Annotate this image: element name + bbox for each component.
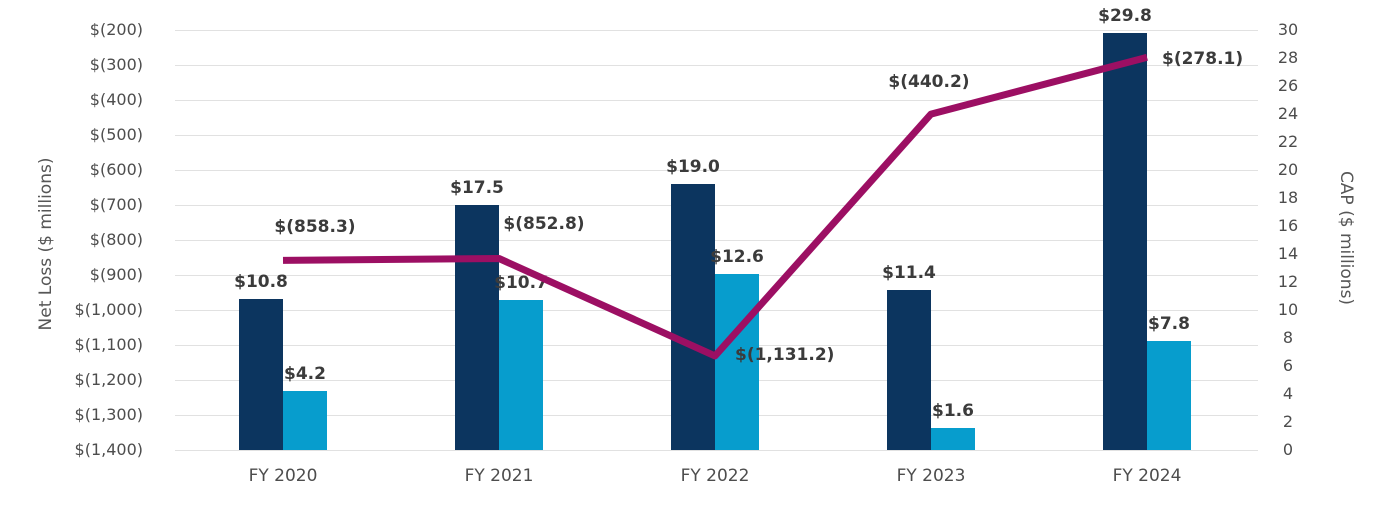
gridline — [175, 240, 1258, 241]
right-axis-tick: 28 — [1277, 48, 1299, 67]
right-axis-tick: 12 — [1277, 272, 1299, 291]
net-loss-line-label: $(852.8) — [503, 214, 585, 235]
right-axis-tick: 0 — [1282, 440, 1294, 459]
cap-dark-bar-bar — [239, 298, 283, 450]
right-axis-tick: 6 — [1282, 356, 1294, 375]
left-axis-tick: $(1,000) — [74, 300, 143, 319]
right-axis-tick: 14 — [1277, 244, 1299, 263]
category-label: FY 2020 — [248, 466, 318, 486]
cap-dark-bar-label: $19.0 — [666, 157, 720, 177]
gridline — [175, 205, 1258, 206]
net-loss-line-label: $(278.1) — [1162, 49, 1244, 70]
category-label: FY 2022 — [680, 466, 750, 486]
cap-dark-bar-label: $11.4 — [882, 263, 936, 284]
cap-dark-bar-bar — [455, 205, 499, 450]
left-axis-tick: $(1,200) — [74, 370, 143, 389]
left-axis-tick: $(700) — [89, 195, 143, 214]
cap-dark-bar-label: $29.8 — [1098, 5, 1152, 26]
category-label: FY 2023 — [896, 466, 966, 486]
gridline — [175, 30, 1258, 31]
cap-light-bar-bar — [499, 300, 543, 450]
left-axis-tick: $(1,100) — [74, 335, 143, 354]
left-axis-tick: $(500) — [89, 125, 143, 144]
cap-dark-bar-label: $17.5 — [450, 178, 504, 198]
right-axis-tick: 30 — [1277, 20, 1299, 39]
gridline — [175, 100, 1258, 101]
left-axis-tick: $(400) — [89, 90, 143, 109]
right-axis-tick: 4 — [1282, 384, 1294, 403]
cap-light-bar-label: $10.7 — [494, 273, 548, 294]
right-axis-tick: 8 — [1282, 328, 1294, 347]
cap-dark-bar-bar — [887, 290, 931, 450]
right-axis-tick: 22 — [1277, 132, 1299, 151]
category-label: FY 2021 — [464, 466, 534, 486]
net-loss-line-label: $(858.3) — [274, 217, 356, 238]
cap-light-bar-bar — [283, 391, 327, 450]
net-loss-line-label: $(1,131.2) — [735, 344, 835, 365]
right-axis-tick: 18 — [1277, 188, 1299, 207]
cap-light-bar-label: $12.6 — [710, 246, 764, 267]
left-axis-tick: $(900) — [89, 265, 143, 284]
gridline — [175, 65, 1258, 66]
right-axis-tick: 26 — [1277, 76, 1299, 95]
left-axis-tick: $(600) — [89, 160, 143, 179]
gridline — [175, 450, 1258, 451]
cap-dark-bar-bar — [671, 184, 715, 450]
cap-dark-bar-label: $10.8 — [234, 271, 288, 292]
left-axis-tick: $(1,300) — [74, 405, 143, 424]
cap-dark-bar-bar — [1103, 32, 1147, 450]
left-axis-tick: $(800) — [89, 230, 143, 249]
left-axis-tick: $(200) — [89, 20, 143, 39]
left-axis-tick: $(1,400) — [74, 440, 143, 459]
right-axis-tick: 2 — [1282, 412, 1294, 431]
category-label: FY 2024 — [1112, 466, 1182, 486]
cap-light-bar-bar — [1147, 340, 1191, 450]
cap-light-bar-label: $1.6 — [932, 400, 974, 421]
right-axis-title: CAP ($ millions) — [1336, 170, 1356, 306]
cap-light-bar-label: $4.2 — [284, 364, 326, 385]
gridline — [175, 135, 1258, 136]
right-axis-tick: 16 — [1277, 216, 1299, 235]
cap-light-bar-bar — [931, 427, 975, 450]
right-axis-tick: 10 — [1277, 300, 1299, 319]
cap-light-bar-label: $7.8 — [1148, 313, 1190, 334]
left-axis-tick: $(300) — [89, 55, 143, 74]
net-loss-line-label: $(440.2) — [888, 72, 970, 93]
right-axis-tick: 20 — [1277, 160, 1299, 179]
right-axis-tick: 24 — [1277, 104, 1299, 123]
